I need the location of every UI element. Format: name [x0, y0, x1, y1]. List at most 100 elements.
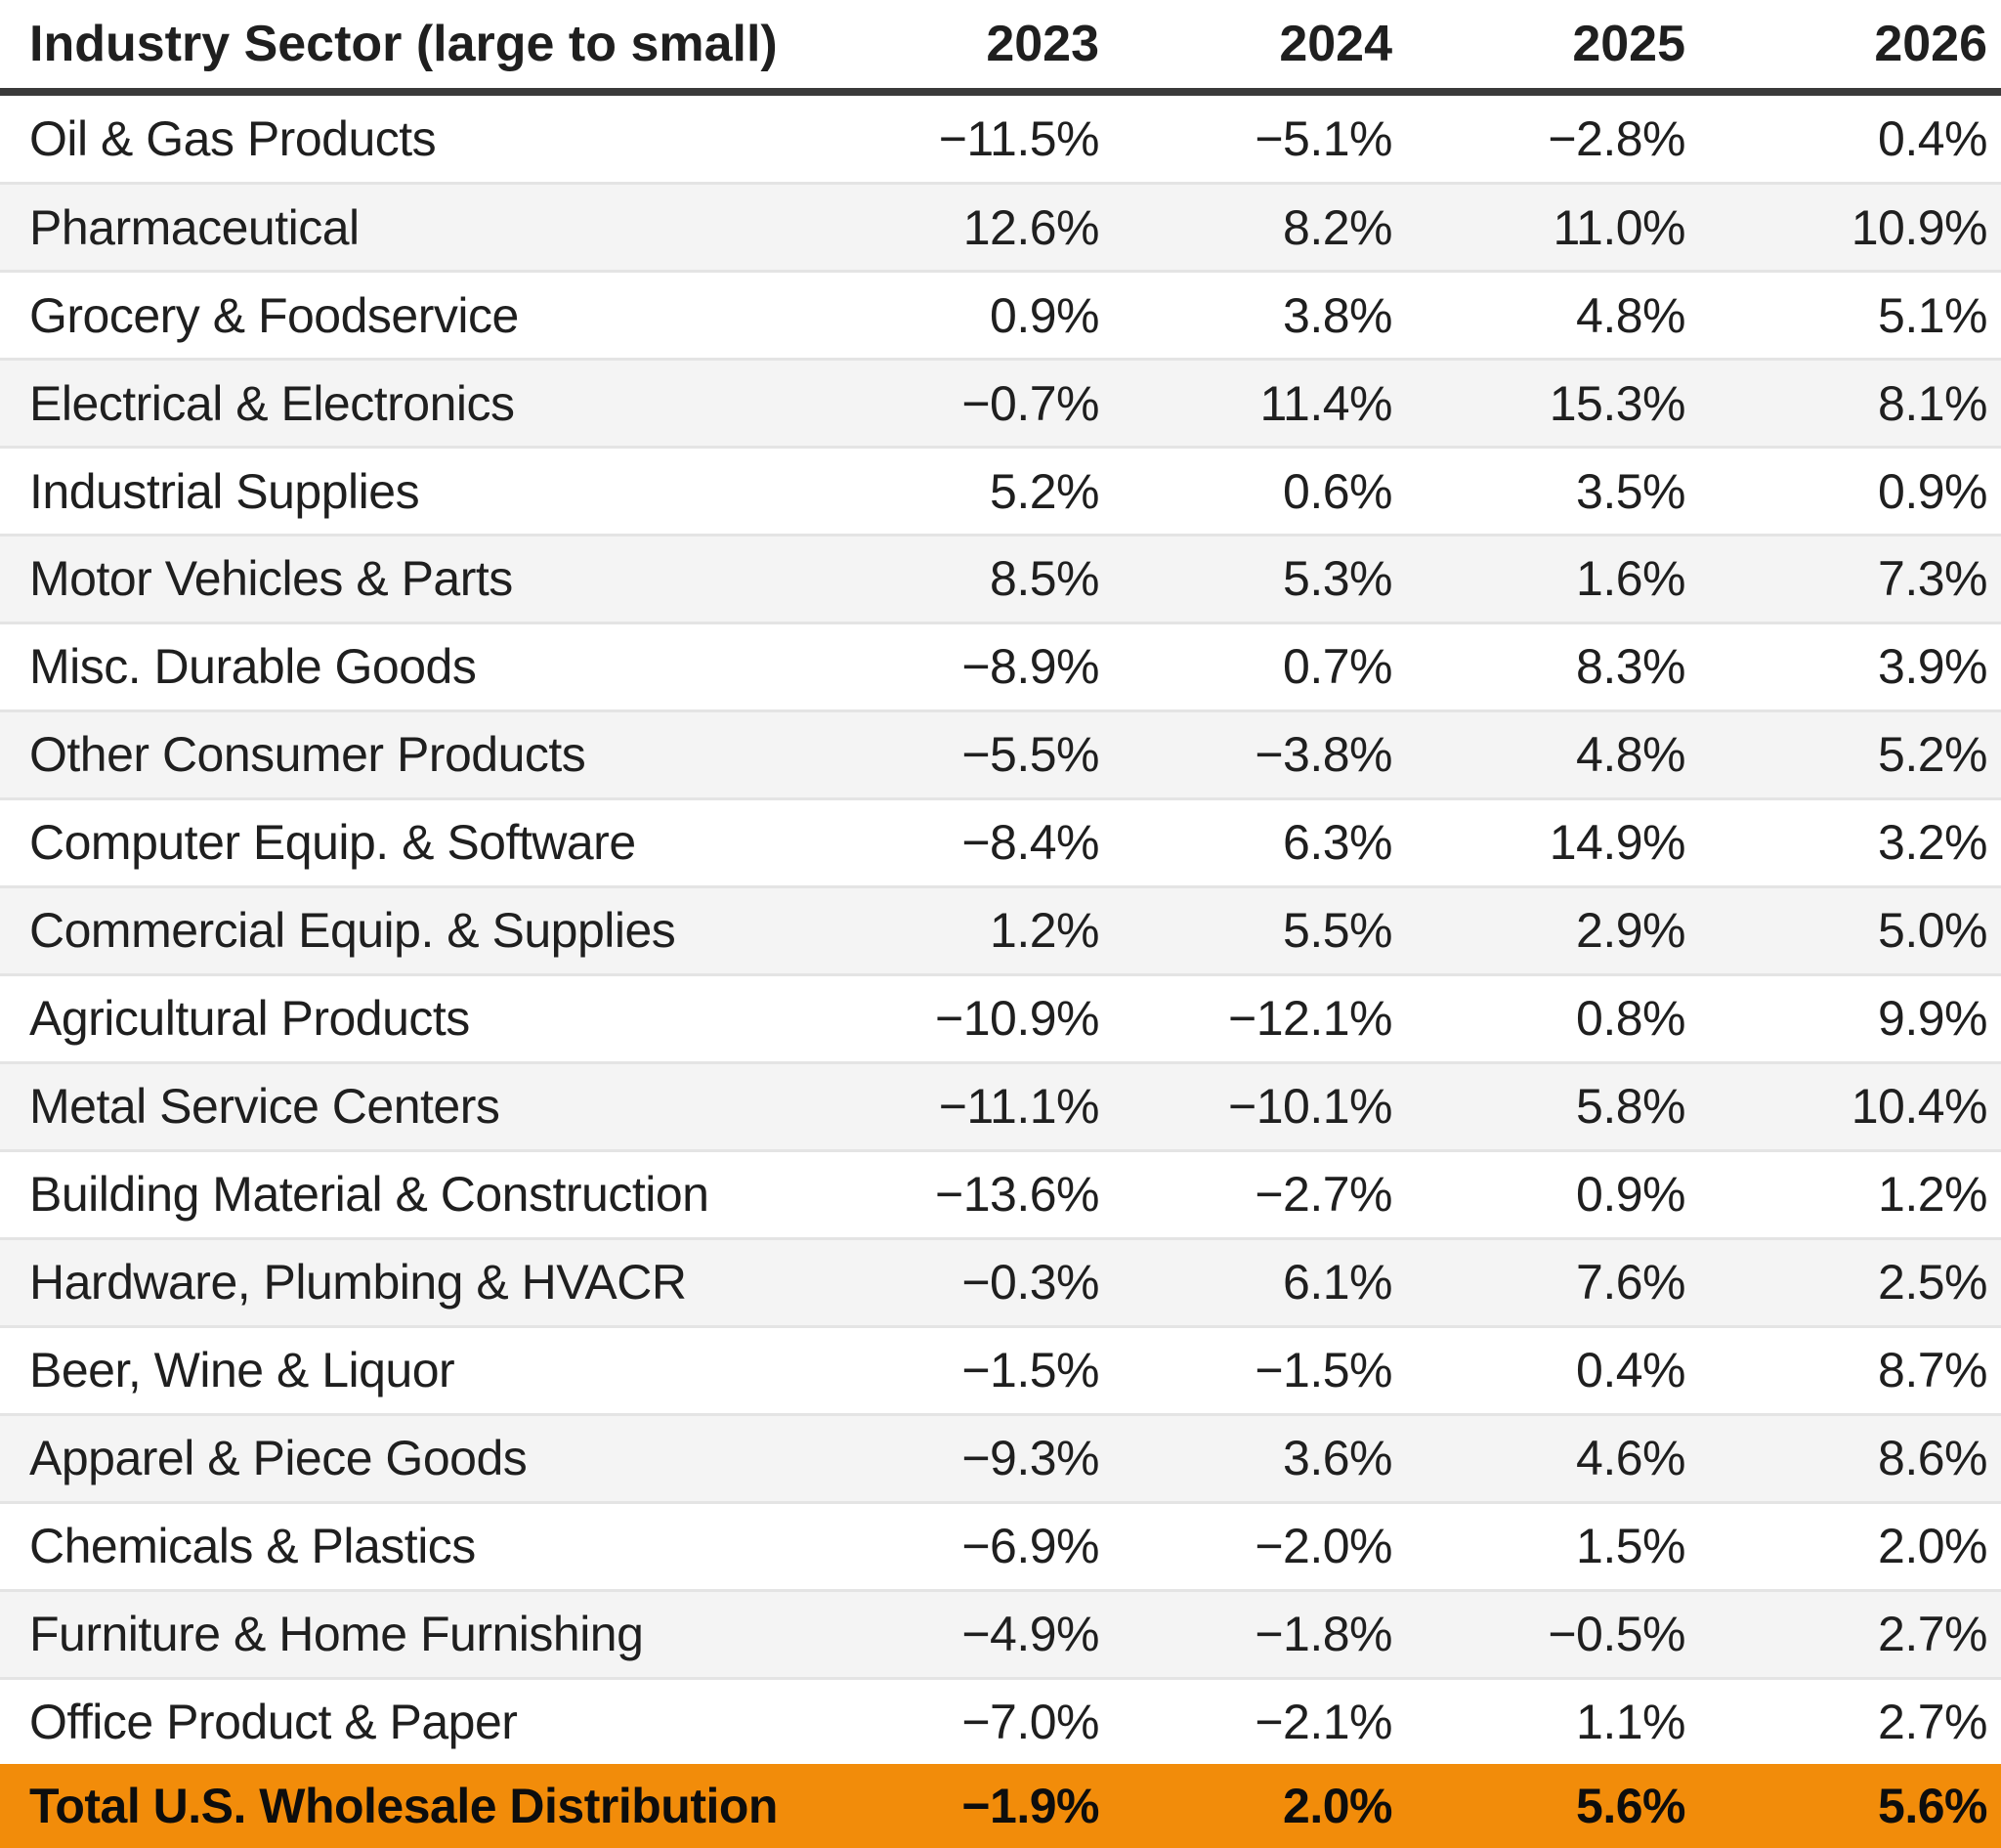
year-value: −11.5%	[938, 111, 1100, 167]
year-value: 9.9%	[1685, 972, 2001, 1063]
year-value: 2.7%	[1685, 1676, 2001, 1765]
year-value: 7.3%	[1685, 534, 2001, 623]
sector-name: Office Product & Paper	[0, 1676, 806, 1765]
year-value: 7.6%	[1392, 1236, 1686, 1327]
table-row: Building Material & Construction −13.6% …	[0, 1148, 2001, 1239]
year-value: 5.2%	[1685, 709, 2001, 799]
year-column-header-2025: 2025	[1392, 0, 1685, 96]
table-row: Furniture & Home Furnishing −4.9% −1.8% …	[0, 1588, 2001, 1679]
year-value: 8.7%	[1685, 1324, 2001, 1415]
year-value: 11.0%	[1392, 182, 1686, 272]
year-value: 2.5%	[1685, 1236, 2001, 1327]
year-column-header-2026: 2026	[1685, 0, 2001, 96]
year-value: 10.4%	[1685, 1060, 2001, 1151]
year-value: −2.1%	[1099, 1676, 1393, 1765]
year-value: 3.6%	[1099, 1412, 1393, 1503]
year-value: 6.1%	[1099, 1236, 1393, 1327]
year-value: 5.1%	[1685, 270, 2001, 360]
table-row: Office Product & Paper −7.0% −2.1% 1.1% …	[0, 1676, 2001, 1765]
year-value: 1.6%	[1392, 534, 1686, 623]
table-row: Industrial Supplies 5.2% 0.6% 3.5% 0.9%	[0, 446, 2001, 536]
year-value: −8.9%	[806, 621, 1100, 711]
year-value: 0.9%	[1392, 1148, 1686, 1239]
year-value: 5.2%	[806, 446, 1100, 536]
table-row: Other Consumer Products −5.5% −3.8% 4.8%…	[0, 709, 2001, 799]
sector-name: Other Consumer Products	[0, 709, 806, 799]
year-value: 1.2%	[806, 884, 1100, 975]
sector-name: Apparel & Piece Goods	[0, 1412, 806, 1503]
year-value: 5.5%	[1099, 884, 1393, 975]
table-row: Motor Vehicles & Parts 8.5% 5.3% 1.6% 7.…	[0, 534, 2001, 623]
year-value: 8.5%	[806, 534, 1100, 623]
sector-name: Motor Vehicles & Parts	[0, 534, 806, 623]
year-value: 0.9%	[806, 270, 1100, 360]
sector-name: Beer, Wine & Liquor	[0, 1324, 806, 1415]
year-value: −8.4%	[806, 796, 1100, 887]
year-value: 1.1%	[1392, 1676, 1686, 1765]
table-row: Hardware, Plumbing & HVACR −0.3% 6.1% 7.…	[0, 1236, 2001, 1327]
year-value: −10.9%	[806, 972, 1100, 1063]
year-value: 4.8%	[1392, 709, 1686, 799]
sector-name: Commercial Equip. & Supplies	[0, 884, 806, 975]
year-value: 2.0%	[1099, 1764, 1393, 1848]
year-value: −0.5%	[1392, 1588, 1686, 1679]
year-value: 15.3%	[1392, 358, 1686, 448]
year-value: 3.5%	[1392, 446, 1686, 536]
year-value: 11.4%	[1099, 358, 1393, 448]
table-row: Metal Service Centers −11.1% −10.1% 5.8%…	[0, 1060, 2001, 1151]
year-value: 5.8%	[1392, 1060, 1686, 1151]
year-value: 0.8%	[1392, 972, 1686, 1063]
year-value: 4.6%	[1392, 1412, 1686, 1503]
year-value: 0.6%	[1099, 446, 1393, 536]
table-body: Oil & Gas Products −11.5% −5.1% −2.8% 0.…	[0, 92, 2001, 1848]
sector-name: Chemicals & Plastics	[0, 1500, 806, 1591]
year-value: 5.6%	[1685, 1764, 2001, 1848]
year-value: −1.5%	[1099, 1324, 1393, 1415]
year-value: −2.7%	[1099, 1148, 1393, 1239]
year-value: −1.5%	[806, 1324, 1100, 1415]
year-value: 5.3%	[1099, 534, 1393, 623]
year-value: 3.8%	[1099, 270, 1393, 360]
sector-name: Metal Service Centers	[0, 1060, 806, 1151]
year-value: 0.9%	[1685, 446, 2001, 536]
sector-name: Hardware, Plumbing & HVACR	[0, 1236, 806, 1327]
year-value: −10.1%	[1099, 1060, 1393, 1151]
table-row: Misc. Durable Goods −8.9% 0.7% 8.3% 3.9%	[0, 621, 2001, 711]
year-value: −5.5%	[806, 709, 1100, 799]
year-value: −1.8%	[1099, 1588, 1393, 1679]
sector-name: Building Material & Construction	[0, 1148, 806, 1239]
year-value: −13.6%	[806, 1148, 1100, 1239]
year-value: 2.0%	[1685, 1500, 2001, 1591]
year-value: −4.9%	[806, 1588, 1100, 1679]
year-value: −11.1%	[806, 1060, 1100, 1151]
sector-name: Industrial Supplies	[0, 446, 806, 536]
sector-name: Total U.S. Wholesale Distribution	[0, 1764, 806, 1848]
year-value: 14.9%	[1392, 796, 1686, 887]
sector-name: Agricultural Products	[0, 972, 806, 1063]
total-row: Total U.S. Wholesale Distribution −1.9% …	[0, 1764, 2001, 1848]
sector-name: Grocery & Foodservice	[0, 270, 806, 360]
sector-name: Pharmaceutical	[0, 182, 806, 272]
sector-name: Misc. Durable Goods	[0, 621, 806, 711]
year-value: 2.7%	[1685, 1588, 2001, 1679]
table-row: Apparel & Piece Goods −9.3% 3.6% 4.6% 8.…	[0, 1412, 2001, 1503]
sector-column-header: Industry Sector (large to small)	[0, 0, 806, 96]
table-row: Commercial Equip. & Supplies 1.2% 5.5% 2…	[0, 884, 2001, 975]
table-row: Electrical & Electronics −0.7% 11.4% 15.…	[0, 358, 2001, 448]
year-value: −3.8%	[1099, 709, 1393, 799]
table-row: Grocery & Foodservice 0.9% 3.8% 4.8% 5.1…	[0, 270, 2001, 360]
year-value: 0.4%	[1392, 1324, 1686, 1415]
year-value: −2.8%	[1548, 111, 1685, 167]
year-value: −9.3%	[806, 1412, 1100, 1503]
sector-name: Computer Equip. & Software	[0, 796, 806, 887]
year-value: 8.1%	[1685, 358, 2001, 448]
year-value: −2.0%	[1099, 1500, 1393, 1591]
table-row: Beer, Wine & Liquor −1.5% −1.5% 0.4% 8.7…	[0, 1324, 2001, 1415]
sector-name: Oil & Gas Products	[29, 111, 437, 167]
sector-name: Furniture & Home Furnishing	[0, 1588, 806, 1679]
year-value: 4.8%	[1392, 270, 1686, 360]
header-row: Industry Sector (large to small) 2023 20…	[0, 0, 2001, 96]
year-value: −7.0%	[806, 1676, 1100, 1765]
year-value: −1.9%	[806, 1764, 1100, 1848]
